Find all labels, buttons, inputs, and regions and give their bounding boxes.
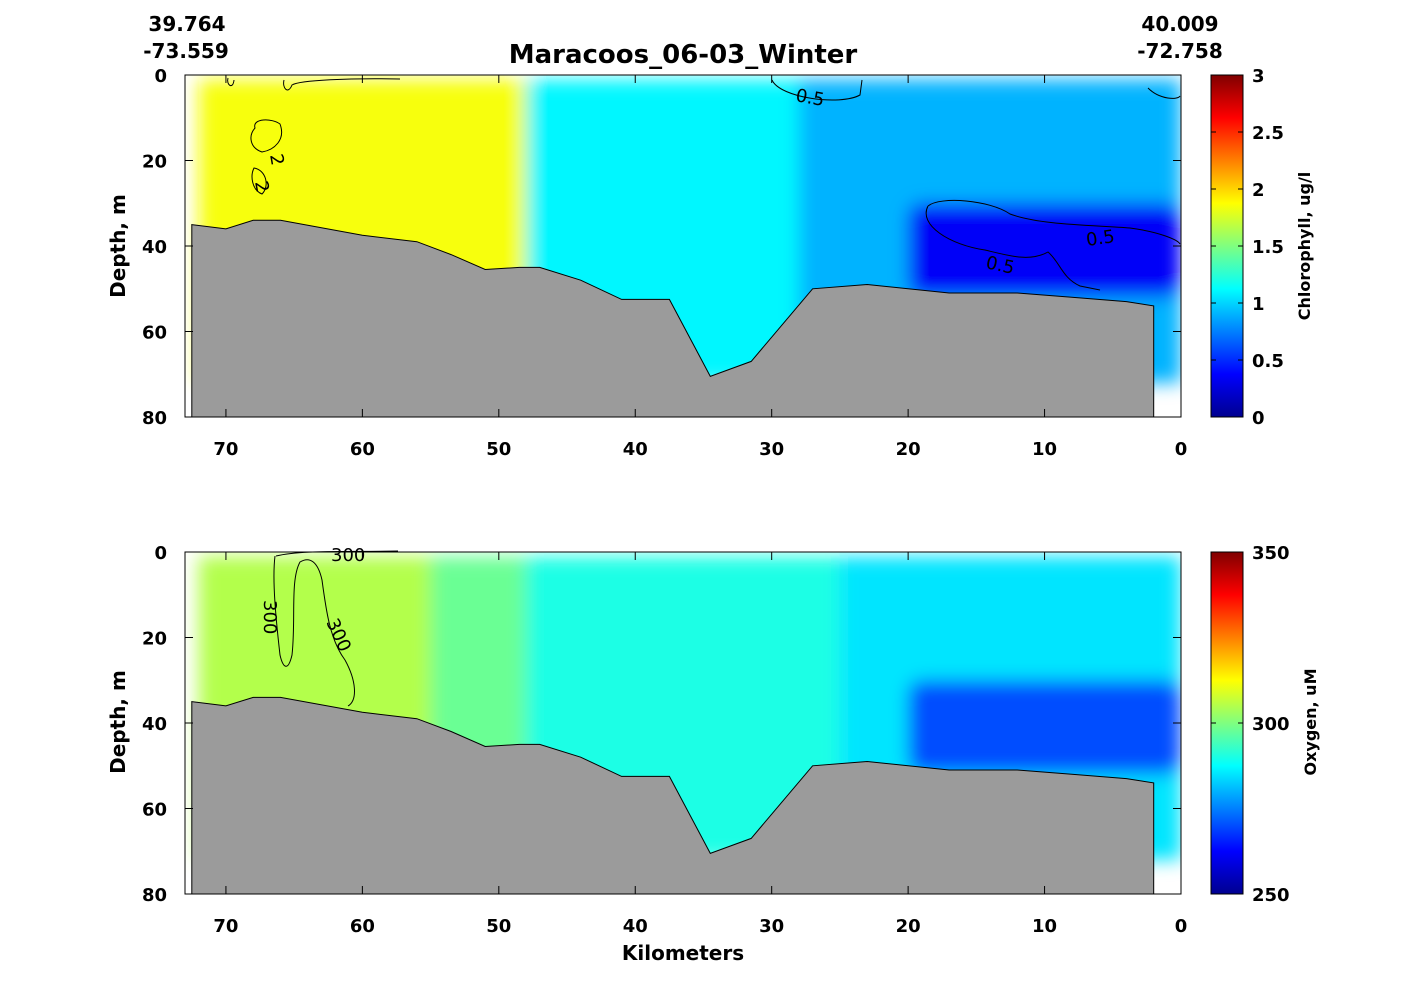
chl-cb-tick-label-4: 2 <box>1252 180 1265 201</box>
end-lon: -72.758 <box>1137 39 1222 63</box>
oxygen-colorbar-ticks: 250 300 350 <box>1211 543 1290 906</box>
oxy-ytick-label-2: 40 <box>142 714 167 735</box>
oxy-xtick-label-2: 50 <box>486 916 511 937</box>
chl-cb-tick-label-5: 2.5 <box>1252 123 1284 144</box>
oxy-cb-tick-label-2: 350 <box>1252 543 1290 564</box>
start-lon: -73.559 <box>143 39 228 63</box>
oxy-xtick-label-1: 60 <box>350 916 375 937</box>
field-region-4 <box>908 680 1181 775</box>
oxy-cb-tick-label-1: 300 <box>1252 714 1290 735</box>
chlorophyll-colorbar-label: Chlorophyll, ug/l <box>1295 172 1314 321</box>
oxy-xtick-label-7: 0 <box>1175 916 1188 937</box>
chlorophyll-colorbar-ticks: 0 0.5 1 1.5 2 2.5 3 <box>1211 66 1284 429</box>
chl-xtick-label-1: 60 <box>350 439 375 460</box>
oxygen-seafloor <box>191 696 1155 895</box>
contour-label-05b: 0.5 <box>1085 226 1116 251</box>
chl-cb-tick-label-2: 1 <box>1252 294 1265 315</box>
start-lat: 39.764 <box>148 12 225 36</box>
oxygen-colorbar-label: Oxygen, uM <box>1301 668 1320 775</box>
chl-cb-tick-label-3: 1.5 <box>1252 237 1284 258</box>
chl-xtick-label-7: 0 <box>1175 439 1188 460</box>
oxygen-ylabel: Depth, m <box>106 670 130 774</box>
chl-xtick-label-3: 40 <box>623 439 648 460</box>
chl-xtick-label-0: 70 <box>213 439 238 460</box>
oxy-xtick-label-0: 70 <box>213 916 238 937</box>
oxy-ytick-label-3: 60 <box>142 800 167 821</box>
chl-xtick-label-5: 20 <box>896 439 921 460</box>
chl-ytick-label-4: 80 <box>142 408 167 429</box>
chl-ytick-label-3: 60 <box>142 323 167 344</box>
chl-xtick-label-4: 30 <box>759 439 784 460</box>
oxy-xtick-label-3: 40 <box>623 916 648 937</box>
oxy-ytick-label-4: 80 <box>142 885 167 906</box>
chl-cb-tick-label-6: 3 <box>1252 66 1265 87</box>
oxy-xtick-label-4: 30 <box>759 916 784 937</box>
chlorophyll-ylabel: Depth, m <box>106 194 130 298</box>
oxy-ytick-label-0: 0 <box>154 543 167 564</box>
chl-ytick-label-1: 20 <box>142 152 167 173</box>
oxy-ytick-label-1: 20 <box>142 629 167 650</box>
chart-title: Maracoos_06-03_Winter <box>509 40 858 70</box>
chlorophyll-contours <box>227 77 1181 291</box>
end-lat: 40.009 <box>1141 12 1218 36</box>
contour-label-2a: 2 <box>265 152 288 167</box>
oxygen-panel: 300 300 300 70 60 50 40 30 20 10 0 0 20 40 60 80 Dep… <box>106 543 1320 965</box>
chl-ytick-label-0: 0 <box>154 66 167 87</box>
contour-label-05a: 0.5 <box>794 85 826 111</box>
chl-xtick-label-6: 10 <box>1032 439 1057 460</box>
chl-cb-tick-label-0: 0 <box>1252 408 1265 429</box>
oxy-cb-tick-label-0: 250 <box>1252 885 1290 906</box>
contour-label-2b: 2 <box>250 179 273 194</box>
field-region-4 <box>908 203 1181 298</box>
contour-label-300a: 300 <box>331 545 365 566</box>
chl-cb-tick-label-1: 0.5 <box>1252 351 1284 372</box>
chl-xtick-label-2: 50 <box>486 439 511 460</box>
chlorophyll-seafloor <box>191 219 1155 418</box>
chl-ytick-label-2: 40 <box>142 237 167 258</box>
oxy-xtick-label-5: 20 <box>896 916 921 937</box>
contour-label-300b: 300 <box>259 600 280 634</box>
chlorophyll-panel: 2 2 0.5 0.5 0.5 70 60 50 40 30 20 10 0020406080… <box>106 66 1314 460</box>
oxygen-axes: 70 60 50 40 30 20 10 0 0 20 40 60 80 <box>142 543 1187 937</box>
chlorophyll-axes: 70 60 50 40 30 20 10 0 0 20 40 60 80 <box>142 66 1187 460</box>
oxygen-xlabel: Kilometers <box>622 941 744 965</box>
oxy-xtick-label-6: 10 <box>1032 916 1057 937</box>
